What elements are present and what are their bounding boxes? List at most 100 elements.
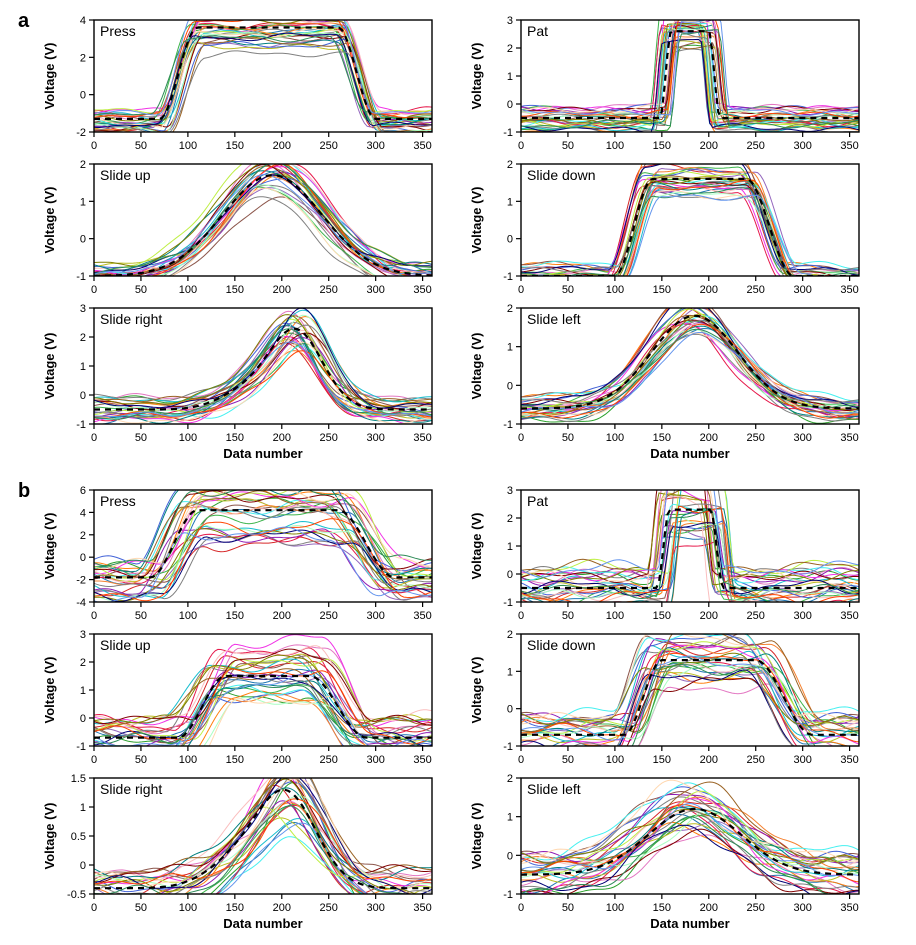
xtick-label: 250: [747, 284, 765, 296]
xtick-label: 300: [366, 902, 384, 914]
series-line: [521, 21, 859, 114]
ytick-label: 1: [80, 361, 86, 373]
series-line: [521, 329, 859, 410]
xtick-label: 50: [562, 432, 574, 444]
xtick-label: 0: [91, 140, 97, 152]
ytick-label: 2: [80, 159, 86, 171]
ytick-label: -2: [76, 575, 86, 587]
xtick-label: 300: [793, 754, 811, 766]
series-line: [94, 675, 432, 746]
xtick-label: 150: [653, 610, 671, 622]
series-line: [94, 27, 432, 121]
ytick-label: 0: [507, 99, 513, 111]
series-line: [521, 663, 859, 758]
panel-title: Pat: [527, 23, 548, 39]
panel-title: Slide down: [527, 637, 596, 653]
series-line: [94, 654, 432, 726]
ytick-label: 0: [507, 569, 513, 581]
ytick-label: 1: [80, 802, 86, 814]
xtick-label: 0: [518, 140, 524, 152]
panel-a-slide-right: -10123050100150200250300350Voltage (V)Da…: [38, 302, 438, 462]
series-line: [94, 484, 432, 568]
xtick-label: 100: [179, 140, 197, 152]
xtick-label: 100: [606, 432, 624, 444]
ytick-label: 2: [80, 530, 86, 542]
panel-a-press: -2024050100150200250300350Voltage (V)Pre…: [38, 14, 438, 154]
xtick-label: 300: [793, 140, 811, 152]
series-line: [94, 315, 432, 407]
xtick-label: 350: [840, 610, 858, 622]
xtick-label: 300: [366, 610, 384, 622]
ytick-label: 0: [80, 90, 86, 102]
ytick-label: 1.5: [71, 773, 86, 785]
xtick-label: 200: [273, 754, 291, 766]
xtick-label: 350: [413, 284, 431, 296]
series-line: [94, 796, 432, 890]
series-line: [94, 669, 432, 744]
panel-title: Pat: [527, 493, 548, 509]
panel-a-slide-up: -1012050100150200250300350Voltage (V)Sli…: [38, 158, 438, 298]
xtick-label: 350: [413, 140, 431, 152]
panel-a-pat: -10123050100150200250300350Voltage (V)Pa…: [465, 14, 865, 154]
xtick-label: 100: [179, 902, 197, 914]
ytick-label: 3: [507, 15, 513, 27]
xtick-label: 100: [179, 754, 197, 766]
xtick-label: 250: [747, 610, 765, 622]
series-line: [521, 186, 859, 277]
ytick-label: 1: [80, 685, 86, 697]
xlabel: Data number: [223, 916, 302, 931]
ytick-label: 3: [80, 303, 86, 315]
section-letter-b: b: [18, 480, 30, 503]
series-line: [521, 25, 859, 113]
panel-b-press: -4-20246050100150200250300350Voltage (V)…: [38, 484, 438, 624]
xlabel: Data number: [223, 446, 302, 461]
xtick-label: 200: [273, 432, 291, 444]
ytick-label: 0: [80, 713, 86, 725]
xtick-label: 150: [653, 754, 671, 766]
series-line: [521, 29, 859, 119]
xtick-label: 50: [135, 610, 147, 622]
panel-title: Slide up: [100, 637, 151, 653]
series-line: [521, 645, 859, 754]
panel-title: Press: [100, 493, 136, 509]
ytick-label: -1: [76, 271, 86, 283]
xtick-label: 250: [747, 432, 765, 444]
series-line: [94, 16, 432, 122]
xtick-label: 350: [413, 902, 431, 914]
xtick-label: 50: [135, 284, 147, 296]
ytick-label: 1: [507, 666, 513, 678]
xtick-label: 200: [700, 902, 718, 914]
ytick-label: -1: [503, 127, 513, 139]
series-line: [94, 29, 432, 114]
xtick-label: 0: [91, 902, 97, 914]
ytick-label: 3: [507, 485, 513, 497]
ytick-label: 6: [80, 485, 86, 497]
xtick-label: 200: [273, 610, 291, 622]
xtick-label: 50: [562, 902, 574, 914]
xlabel: Data number: [650, 916, 729, 931]
xtick-label: 150: [653, 284, 671, 296]
xtick-label: 150: [653, 902, 671, 914]
xtick-label: 50: [135, 432, 147, 444]
ylabel: Voltage (V): [42, 803, 57, 870]
xtick-label: 200: [700, 432, 718, 444]
xtick-label: 0: [91, 432, 97, 444]
ytick-label: -1: [76, 419, 86, 431]
xtick-label: 300: [793, 284, 811, 296]
ytick-label: -1: [503, 271, 513, 283]
xtick-label: 0: [91, 284, 97, 296]
xtick-label: 100: [606, 754, 624, 766]
xtick-label: 250: [320, 610, 338, 622]
ytick-label: -1: [503, 741, 513, 753]
figure-page: a-2024050100150200250300350Voltage (V)Pr…: [0, 0, 916, 945]
ytick-label: 1: [507, 196, 513, 208]
xtick-label: 350: [840, 902, 858, 914]
xtick-label: 50: [562, 754, 574, 766]
xtick-label: 200: [273, 284, 291, 296]
ytick-label: 2: [507, 513, 513, 525]
series-line: [94, 14, 432, 127]
ytick-label: 1: [507, 342, 513, 354]
ytick-label: 2: [80, 657, 86, 669]
series-line: [94, 175, 432, 273]
ylabel: Voltage (V): [469, 333, 484, 400]
